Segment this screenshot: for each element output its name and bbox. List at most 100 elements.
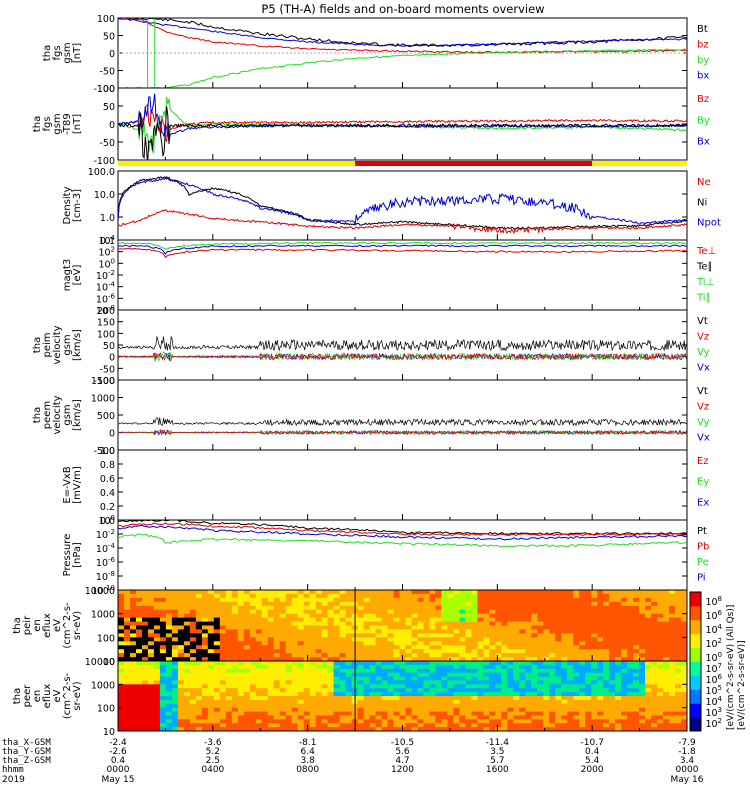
peir-eflux-cell — [597, 617, 604, 623]
peir-eflux-cell — [555, 593, 562, 599]
peir-eflux-cell — [393, 590, 401, 595]
peir-eflux-cell — [489, 645, 496, 650]
peer-eflux-cell — [447, 692, 454, 697]
fgs-dsl-tick-label: -50 — [99, 138, 115, 149]
peer-eflux-cell — [177, 719, 185, 724]
peir-eflux-cell — [459, 637, 466, 642]
peer-eflux-cell — [153, 688, 161, 693]
peir-eflux-cell — [555, 621, 562, 627]
peer-eflux-cell — [465, 711, 472, 717]
peir-eflux-cell — [189, 597, 197, 603]
density-frame — [117, 170, 688, 241]
peer-eflux-cell — [142, 707, 149, 713]
peer-eflux-cell — [669, 711, 676, 717]
peer-eflux-cell — [309, 699, 317, 705]
peir-eflux-cell — [663, 613, 670, 619]
peir-eflux-cell — [507, 621, 514, 627]
peer-eflux-cell — [130, 664, 137, 670]
peir-eflux-cell — [303, 653, 311, 658]
peir-eflux-cell — [345, 590, 353, 595]
peer-eflux-cell — [531, 692, 538, 697]
peer-eflux-cell — [585, 692, 592, 697]
peir-eflux-cell — [159, 590, 167, 595]
peir-eflux-cell — [447, 613, 454, 619]
peir-eflux-cell — [585, 601, 592, 607]
peir-eflux-cell — [627, 617, 634, 623]
peer-eflux-cell — [573, 719, 580, 724]
peir-eflux-cell — [447, 641, 454, 646]
peir-eflux-cell — [327, 609, 335, 615]
peer-eflux-cell — [315, 688, 323, 693]
peir-eflux-cell — [363, 605, 371, 611]
peer-eflux-cell — [627, 711, 634, 717]
peer-eflux-cell — [261, 711, 269, 717]
peir-eflux-cell — [147, 597, 155, 603]
peir-eflux-cell — [285, 653, 293, 658]
peir-eflux-cell — [130, 590, 137, 595]
peer-eflux-cell — [663, 672, 670, 678]
peer-eflux-cell — [579, 711, 586, 717]
peer-eflux-cell — [561, 715, 568, 720]
peir-eflux-cell — [651, 605, 658, 611]
peer-eflux-cell — [423, 719, 431, 724]
peir-eflux-cell — [243, 609, 251, 615]
peer-eflux-cell — [363, 676, 371, 682]
peir-eflux-cell — [477, 641, 484, 646]
peer-eflux-cell — [303, 676, 311, 682]
peim-velocity-tick-label: 150 — [97, 318, 115, 329]
peir-eflux-cell — [393, 633, 401, 638]
peer-eflux-cell — [159, 707, 167, 713]
peir-eflux-cell — [243, 605, 251, 611]
peer-eflux-cell — [303, 719, 311, 724]
peir-eflux-cell — [285, 590, 293, 595]
peer-eflux-cell — [417, 723, 425, 728]
peer-eflux-cell — [675, 696, 682, 701]
peir-eflux-cell — [136, 597, 143, 603]
peir-eflux-cell — [171, 625, 179, 630]
peir-eflux-cell — [507, 609, 514, 615]
peir-eflux-cell — [345, 641, 353, 646]
peer-eflux-cell — [423, 707, 431, 713]
peer-eflux-cell — [165, 727, 173, 731]
peer-eflux-cell — [561, 703, 568, 709]
peer-eflux-cell — [417, 711, 425, 717]
peer-eflux-cell — [375, 711, 383, 717]
peer-eflux-cell — [213, 680, 221, 685]
peer-eflux-cell — [369, 699, 377, 705]
colorbar-cell — [690, 689, 701, 704]
peir-eflux-cell — [411, 625, 419, 630]
peir-eflux-cell — [531, 593, 538, 599]
peer-eflux-cell — [177, 727, 185, 731]
peim-velocity-plot — [118, 335, 687, 363]
peer-eflux-cell — [183, 668, 191, 674]
peer-eflux-cell — [537, 668, 544, 674]
peer-eflux-cell — [219, 684, 227, 689]
peir-eflux-cell — [603, 649, 610, 654]
peir-eflux-cell — [219, 633, 227, 638]
peir-eflux-cell — [639, 657, 646, 661]
peir-eflux-cell — [261, 601, 269, 607]
peer-eflux-cell — [453, 699, 460, 705]
peir-eflux-cell — [147, 653, 155, 658]
peer-eflux-cell — [285, 688, 293, 693]
peir-eflux-cell — [171, 597, 179, 603]
peer-eflux-cell — [339, 727, 347, 731]
peir-eflux-cell — [207, 637, 215, 642]
peer-eflux-cell — [609, 707, 616, 713]
peir-eflux-cell — [567, 597, 574, 603]
peer-eflux-cell — [369, 723, 377, 728]
peer-eflux-cell — [513, 661, 520, 666]
peer-eflux-cell — [585, 696, 592, 701]
peer-eflux-cell — [327, 703, 335, 709]
peer-eflux-cell — [201, 715, 209, 720]
peir-eflux-cell — [615, 629, 622, 634]
peer-eflux-cell — [231, 727, 239, 731]
peer-eflux-cell — [387, 719, 395, 724]
peir-eflux-cell — [231, 649, 239, 654]
peir-eflux-cell — [459, 597, 466, 603]
peer-eflux-cell — [435, 664, 442, 670]
peer-eflux-cell — [261, 692, 269, 697]
peir-eflux-cell — [507, 593, 514, 599]
peer-eflux-cell — [339, 672, 347, 678]
peir-eflux-cell — [207, 625, 215, 630]
